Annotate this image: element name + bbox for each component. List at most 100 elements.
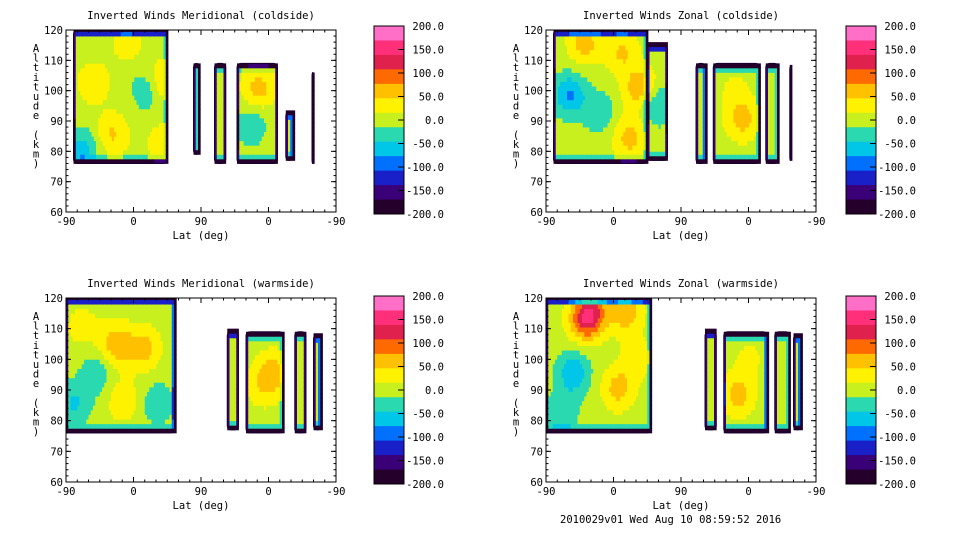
heatmap-cell bbox=[107, 45, 110, 51]
heatmap-cell bbox=[111, 67, 115, 73]
heatmap-cell bbox=[696, 136, 699, 142]
heatmap-cell bbox=[594, 136, 597, 142]
heatmap-cell bbox=[107, 30, 110, 32]
heatmap-cell bbox=[614, 140, 617, 146]
heatmap-cell bbox=[705, 131, 708, 137]
heatmap-cell bbox=[765, 136, 769, 142]
heatmap-cell bbox=[558, 67, 561, 73]
heatmap-cell bbox=[161, 95, 164, 101]
heatmap-cell bbox=[252, 140, 256, 146]
heatmap-cell bbox=[729, 117, 732, 123]
heatmap-cell bbox=[80, 127, 83, 133]
heatmap-cell bbox=[125, 54, 128, 60]
heatmap-cell bbox=[564, 95, 568, 101]
heatmap-cell bbox=[145, 30, 149, 32]
heatmap-cell bbox=[639, 72, 642, 78]
heatmap-cell bbox=[81, 304, 85, 310]
heatmap-cell bbox=[647, 87, 650, 93]
heatmap-cell bbox=[598, 99, 602, 105]
heatmap-cell bbox=[97, 308, 101, 314]
heatmap-cell bbox=[772, 72, 776, 78]
heatmap-cell bbox=[268, 104, 272, 110]
heatmap-cell bbox=[82, 54, 86, 60]
heatmap-cell bbox=[150, 77, 153, 82]
heatmap-cell bbox=[632, 36, 635, 42]
heatmap-cell bbox=[73, 86, 77, 92]
heatmap-cell bbox=[105, 158, 108, 164]
heatmap-cell bbox=[270, 136, 274, 142]
heatmap-cell bbox=[600, 99, 604, 105]
heatmap-cell bbox=[145, 113, 149, 119]
heatmap-cell bbox=[88, 313, 92, 319]
heatmap-cell bbox=[553, 95, 557, 101]
heatmap-cell bbox=[576, 36, 579, 42]
heatmap-cell bbox=[576, 90, 579, 96]
heatmap-cell bbox=[607, 122, 611, 128]
heatmap-cell bbox=[163, 31, 167, 37]
heatmap-cell bbox=[99, 322, 103, 328]
heatmap-cell bbox=[120, 117, 124, 123]
heatmap-cell bbox=[651, 64, 655, 70]
heatmap-cell bbox=[100, 95, 104, 101]
heatmap-cell bbox=[136, 31, 140, 37]
heatmap-cell bbox=[82, 104, 86, 110]
heatmap-cell bbox=[216, 72, 220, 78]
heatmap-cell bbox=[98, 36, 101, 42]
heatmap-cell bbox=[219, 67, 222, 73]
heatmap-cell bbox=[268, 140, 272, 146]
heatmap-cell bbox=[567, 104, 570, 110]
heatmap-cell bbox=[643, 36, 647, 42]
heatmap-cell bbox=[129, 117, 133, 123]
heatmap-cell bbox=[152, 40, 155, 46]
heatmap-cell bbox=[223, 86, 227, 92]
heatmap-cell bbox=[93, 350, 96, 356]
heatmap-cell bbox=[163, 45, 167, 51]
heatmap-cell bbox=[145, 122, 149, 128]
heatmap-cell bbox=[589, 117, 593, 123]
heatmap-cell bbox=[614, 45, 617, 51]
heatmap-cell bbox=[77, 313, 80, 319]
heatmap-cell bbox=[77, 400, 80, 406]
heatmap-cell bbox=[68, 368, 71, 374]
heatmap-cell bbox=[656, 151, 659, 157]
heatmap-cell bbox=[100, 104, 104, 110]
heatmap-cell bbox=[156, 45, 160, 51]
heatmap-cell bbox=[193, 77, 197, 82]
heatmap-cell bbox=[564, 140, 568, 146]
heatmap-cell bbox=[751, 67, 755, 73]
heatmap-cell bbox=[632, 63, 635, 69]
heatmap-cell bbox=[97, 331, 101, 337]
heatmap-cell bbox=[111, 136, 115, 142]
heatmap-cell bbox=[647, 96, 650, 102]
heatmap-cell bbox=[152, 31, 155, 37]
heatmap-cell bbox=[569, 158, 572, 164]
heatmap-cell bbox=[87, 140, 90, 146]
heatmap-cell bbox=[134, 108, 137, 114]
heatmap-cell bbox=[770, 154, 773, 160]
heatmap-cell bbox=[747, 113, 750, 119]
heatmap-cell bbox=[90, 359, 94, 365]
heatmap-cell bbox=[587, 67, 590, 73]
heatmap-cell bbox=[715, 113, 719, 119]
heatmap-cell bbox=[603, 49, 606, 55]
heatmap-cell bbox=[75, 414, 78, 420]
heatmap-cell bbox=[118, 30, 122, 32]
heatmap-cell bbox=[72, 373, 76, 379]
heatmap-cell bbox=[705, 136, 708, 142]
colorbar-tick-label: 150.0 bbox=[412, 45, 444, 57]
heatmap-cell bbox=[257, 158, 260, 164]
heatmap-cell bbox=[259, 99, 263, 105]
heatmap-cell bbox=[722, 127, 725, 133]
heatmap-cell bbox=[616, 131, 620, 137]
heatmap-cell bbox=[600, 49, 604, 55]
heatmap-cell bbox=[114, 63, 117, 69]
heatmap-cell bbox=[216, 149, 220, 155]
heatmap-cell bbox=[248, 86, 251, 92]
heatmap-cell bbox=[91, 45, 95, 51]
heatmap-cell bbox=[150, 45, 153, 51]
heatmap-cell bbox=[768, 131, 771, 137]
heatmap-cell bbox=[596, 45, 599, 51]
heatmap-cell bbox=[656, 105, 659, 111]
heatmap-cell bbox=[600, 54, 604, 60]
heatmap-cell bbox=[612, 81, 615, 87]
